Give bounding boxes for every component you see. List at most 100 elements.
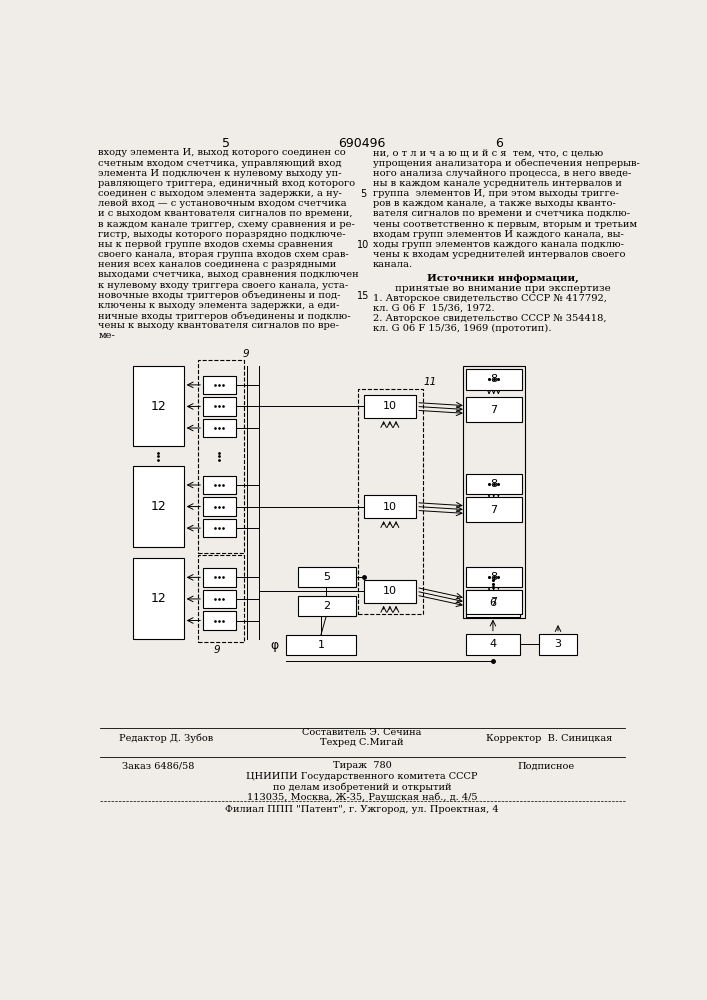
Text: левой вход — с установочным входом счетчика: левой вход — с установочным входом счетч… bbox=[98, 199, 347, 208]
Text: 8: 8 bbox=[490, 479, 497, 489]
Text: 5: 5 bbox=[361, 189, 367, 199]
Text: Корректор  В. Синицкая: Корректор В. Синицкая bbox=[486, 734, 613, 743]
Text: ни, о т л и ч а ю щ и й с я  тем, что, с целью: ни, о т л и ч а ю щ и й с я тем, что, с … bbox=[373, 148, 603, 157]
Bar bbox=[466, 590, 520, 617]
Text: 6: 6 bbox=[495, 137, 503, 150]
Bar bbox=[298, 596, 356, 616]
Bar bbox=[203, 419, 235, 437]
Text: кл. G 06 F 15/36, 1969 (прототип).: кл. G 06 F 15/36, 1969 (прототип). bbox=[373, 324, 551, 333]
Text: 4: 4 bbox=[489, 639, 496, 649]
Bar bbox=[203, 476, 235, 494]
Bar bbox=[134, 558, 184, 639]
Bar bbox=[466, 397, 522, 422]
Text: 12: 12 bbox=[151, 592, 166, 605]
Bar bbox=[203, 611, 235, 630]
Text: 5: 5 bbox=[323, 572, 330, 582]
Text: ключены к выходу элемента задержки, а еди-: ключены к выходу элемента задержки, а ед… bbox=[98, 301, 340, 310]
Text: по делам изобретений и открытий: по делам изобретений и открытий bbox=[273, 782, 451, 792]
Text: 15: 15 bbox=[357, 291, 370, 301]
Text: 9: 9 bbox=[214, 645, 221, 655]
Bar bbox=[462, 366, 525, 618]
Text: к нулевому входу триггера своего канала, уста-: к нулевому входу триггера своего канала,… bbox=[98, 281, 349, 290]
Text: принятые во внимание при экспертизе: принятые во внимание при экспертизе bbox=[395, 284, 611, 293]
Text: 12: 12 bbox=[151, 400, 166, 413]
Text: 2: 2 bbox=[323, 601, 330, 611]
Bar bbox=[203, 397, 235, 416]
Text: чены к выходу квантователя сигналов по вре-: чены к выходу квантователя сигналов по в… bbox=[98, 321, 339, 330]
Text: Составитель Э. Сечина: Составитель Э. Сечина bbox=[303, 728, 421, 737]
Bar bbox=[134, 366, 184, 446]
Text: 8: 8 bbox=[490, 374, 497, 384]
Text: 10: 10 bbox=[357, 240, 370, 250]
Text: и с выходом квантователя сигналов по времени,: и с выходом квантователя сигналов по вре… bbox=[98, 209, 353, 218]
Text: в каждом канале триггер, схему сравнения и ре-: в каждом канале триггер, схему сравнения… bbox=[98, 220, 356, 229]
Text: ничные входы триггеров объединены и подклю-: ничные входы триггеров объединены и подк… bbox=[98, 311, 351, 321]
Bar bbox=[466, 634, 520, 655]
Bar bbox=[363, 395, 416, 418]
Text: Тираж  780: Тираж 780 bbox=[332, 761, 392, 770]
Text: Заказ 6486/58: Заказ 6486/58 bbox=[122, 761, 194, 770]
Text: 5: 5 bbox=[221, 137, 230, 150]
Text: 113035, Москва, Ж-35, Раушская наб., д. 4/5: 113035, Москва, Ж-35, Раушская наб., д. … bbox=[247, 792, 477, 802]
Text: чены соответственно к первым, вторым и третьим: чены соответственно к первым, вторым и т… bbox=[373, 220, 637, 229]
Text: Редактор Д. Зубов: Редактор Д. Зубов bbox=[119, 734, 213, 743]
Text: гистр, выходы которого поразрядно подключе-: гистр, выходы которого поразрядно подклю… bbox=[98, 230, 346, 239]
Text: 9: 9 bbox=[243, 349, 250, 359]
Bar bbox=[203, 590, 235, 608]
Bar bbox=[203, 497, 235, 516]
Text: счетным входом счетчика, управляющий вход: счетным входом счетчика, управляющий вхо… bbox=[98, 159, 342, 168]
Text: 2. Авторское свидетельство СССР № 354418,: 2. Авторское свидетельство СССР № 354418… bbox=[373, 314, 607, 323]
Bar bbox=[203, 376, 235, 394]
Bar bbox=[466, 369, 522, 389]
Bar bbox=[539, 634, 577, 655]
Text: 3: 3 bbox=[554, 639, 561, 649]
Text: ного анализа случайного процесса, в него введе-: ного анализа случайного процесса, в него… bbox=[373, 169, 631, 178]
Bar bbox=[198, 360, 244, 553]
Text: 8: 8 bbox=[490, 572, 497, 582]
Text: 6: 6 bbox=[489, 598, 496, 608]
Bar bbox=[466, 590, 522, 614]
Text: 10: 10 bbox=[383, 401, 397, 411]
Text: 12: 12 bbox=[151, 500, 166, 513]
Text: 10: 10 bbox=[383, 586, 397, 596]
Text: элемента И подключен к нулевому выходу уп-: элемента И подключен к нулевому выходу у… bbox=[98, 169, 342, 178]
Text: ны в каждом канале усреднитель интервалов и: ны в каждом канале усреднитель интервало… bbox=[373, 179, 621, 188]
Text: вателя сигналов по времени и счетчика подклю-: вателя сигналов по времени и счетчика по… bbox=[373, 209, 630, 218]
Text: 1: 1 bbox=[317, 640, 325, 650]
Text: Источники информации,: Источники информации, bbox=[427, 274, 579, 283]
Text: ЦНИИПИ Государственного комитета СССР: ЦНИИПИ Государственного комитета СССР bbox=[246, 772, 478, 781]
Bar bbox=[466, 497, 522, 522]
Text: Техред С.Мигай: Техред С.Мигай bbox=[320, 738, 404, 747]
Text: Филиал ППП "Патент", г. Ужгород, ул. Проектная, 4: Филиал ППП "Патент", г. Ужгород, ул. Про… bbox=[225, 805, 498, 814]
Text: 690496: 690496 bbox=[338, 137, 385, 150]
Text: равляющего триггера, единичный вход которого: равляющего триггера, единичный вход кото… bbox=[98, 179, 356, 188]
Bar bbox=[298, 567, 356, 587]
Text: выходами счетчика, выход сравнения подключен: выходами счетчика, выход сравнения подкл… bbox=[98, 270, 359, 279]
Text: новочные входы триггеров объединены и под-: новочные входы триггеров объединены и по… bbox=[98, 291, 341, 300]
Text: упрощения анализатора и обеспечения непрерыв-: упрощения анализатора и обеспечения непр… bbox=[373, 159, 640, 168]
Text: ров в каждом канале, а также выходы кванто-: ров в каждом канале, а также выходы кван… bbox=[373, 199, 616, 208]
Bar bbox=[358, 389, 423, 614]
Text: 11: 11 bbox=[424, 377, 437, 387]
Text: канала.: канала. bbox=[373, 260, 413, 269]
Bar bbox=[203, 568, 235, 587]
Text: ме-: ме- bbox=[98, 331, 115, 340]
Text: 1. Авторское свидетельство СССР № 417792,: 1. Авторское свидетельство СССР № 417792… bbox=[373, 294, 607, 303]
Text: φ: φ bbox=[270, 639, 279, 652]
Text: кл. G 06 F  15/36, 1972.: кл. G 06 F 15/36, 1972. bbox=[373, 304, 494, 313]
Text: входам групп элементов И каждого канала, вы-: входам групп элементов И каждого канала,… bbox=[373, 230, 624, 239]
Text: чены к входам усреднителей интервалов своего: чены к входам усреднителей интервалов св… bbox=[373, 250, 625, 259]
Bar bbox=[466, 567, 522, 587]
Text: Подписное: Подписное bbox=[517, 761, 574, 770]
Bar bbox=[466, 474, 522, 494]
Text: ходы групп элементов каждого канала подклю-: ходы групп элементов каждого канала подк… bbox=[373, 240, 624, 249]
Bar bbox=[198, 555, 244, 642]
Text: своего канала, вторая группа входов схем срав-: своего канала, вторая группа входов схем… bbox=[98, 250, 349, 259]
Text: 7: 7 bbox=[490, 405, 497, 415]
Text: 7: 7 bbox=[490, 597, 497, 607]
Text: 7: 7 bbox=[490, 505, 497, 515]
Text: нения всех каналов соединена с разрядными: нения всех каналов соединена с разрядным… bbox=[98, 260, 337, 269]
Bar bbox=[134, 466, 184, 547]
Bar bbox=[363, 580, 416, 603]
Text: соединен с выходом элемента задержки, а ну-: соединен с выходом элемента задержки, а … bbox=[98, 189, 342, 198]
